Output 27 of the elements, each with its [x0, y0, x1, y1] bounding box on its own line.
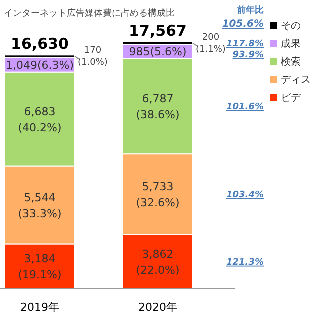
x-tick-label: 2020年	[138, 301, 178, 314]
x-tick-label: 2019年	[20, 301, 60, 314]
legend-label: 検索	[281, 56, 301, 68]
total-label: 16,630	[11, 35, 69, 54]
annotation: 117.8%	[226, 39, 264, 50]
data-label: 5,544 (33.3%)	[18, 191, 62, 220]
annotation: 101.6%	[226, 102, 264, 112]
total-label: 17,567	[129, 22, 187, 40]
text: 105.6%	[222, 19, 264, 30]
data-label: 200 (1.1%)	[196, 33, 226, 55]
data-label: 6,787 (38.6%)	[136, 92, 180, 122]
chart-title: インターネット広告媒体費に占める構成比	[4, 8, 175, 19]
data-label: 6,683 (40.2%)	[18, 105, 62, 134]
data-label: 5,733 (32.6%)	[136, 180, 180, 210]
legend-label: その	[281, 21, 301, 32]
text: 前年比	[236, 5, 264, 16]
legend-label: ビデ	[281, 93, 302, 104]
annotation: 103.4%	[226, 190, 264, 200]
data-label: 170 (1.0%)	[78, 46, 108, 68]
legend-label: ディス	[281, 75, 311, 86]
data-label: 1,049(6.3%)	[6, 58, 74, 72]
legend-label: 成果	[281, 38, 301, 50]
data-label: 3,862 (22.0%)	[136, 248, 180, 277]
data-label: 3,184 (19.1%)	[18, 252, 62, 282]
annotation: 121.3%	[226, 258, 264, 268]
annotation: 93.9%	[232, 50, 264, 60]
data-label: 985(5.6%)	[129, 46, 187, 59]
